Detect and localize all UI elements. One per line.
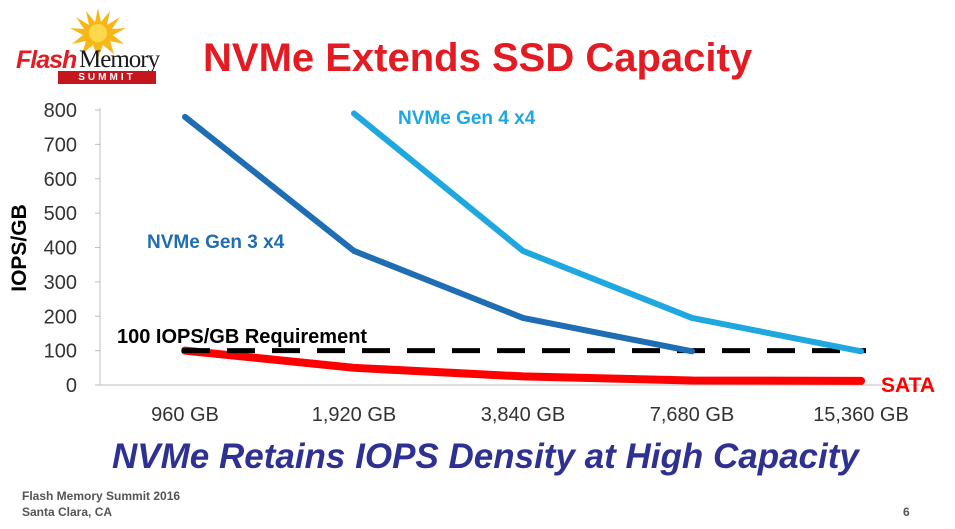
series-label-gen3: NVMe Gen 3 x4 — [147, 232, 285, 253]
y-tick-label: 0 — [66, 375, 77, 397]
iops-density-chart: 0 100 200 300 400 500 600 700 800 960 GB 1,920 GB 3… — [8, 100, 935, 426]
reference-line-label: 100 IOPS/GB Requirement — [117, 326, 367, 348]
x-tick-label: 15,360 GB — [813, 404, 909, 426]
footer-location: Santa Clara, CA — [22, 505, 113, 519]
footer: Flash Memory Summit 2016 Santa Clara, CA — [22, 488, 180, 520]
footer-event: Flash Memory Summit 2016 — [22, 489, 181, 503]
y-axis-title: IOPS/GB — [8, 204, 31, 292]
x-tick-label: 3,840 GB — [481, 404, 566, 426]
x-tick-label: 1,920 GB — [312, 404, 397, 426]
x-tick-label: 7,680 GB — [650, 404, 735, 426]
sunburst-icon — [70, 8, 126, 58]
page-number: 6 — [903, 505, 910, 519]
series-line-gen3 — [182, 113, 695, 355]
y-tick-label: 400 — [44, 238, 77, 260]
y-tick-label: 600 — [44, 169, 77, 191]
series-line-sata — [181, 346, 865, 385]
y-tick-label: 100 — [44, 341, 77, 363]
flash-memory-summit-logo: Flash Memory SUMMIT — [10, 8, 190, 88]
y-tick-label: 300 — [44, 272, 77, 294]
y-tick-label: 500 — [44, 203, 77, 225]
slide-subtitle: NVMe Retains IOPS Density at High Capaci… — [112, 437, 859, 476]
series-label-sata: SATA — [881, 374, 935, 397]
y-tick-label: 700 — [44, 134, 77, 156]
series-label-gen4: NVMe Gen 4 x4 — [398, 108, 536, 129]
y-tick-label: 800 — [44, 100, 77, 122]
logo-word-summit: SUMMIT — [58, 71, 156, 84]
slide-title: NVMe Extends SSD Capacity — [203, 36, 753, 80]
series-line-gen4 — [351, 110, 864, 355]
y-tick-label: 200 — [44, 306, 77, 328]
logo-word-flash: Flash — [16, 46, 77, 74]
logo-word-memory: Memory — [79, 46, 160, 73]
x-tick-label: 960 GB — [151, 404, 219, 426]
